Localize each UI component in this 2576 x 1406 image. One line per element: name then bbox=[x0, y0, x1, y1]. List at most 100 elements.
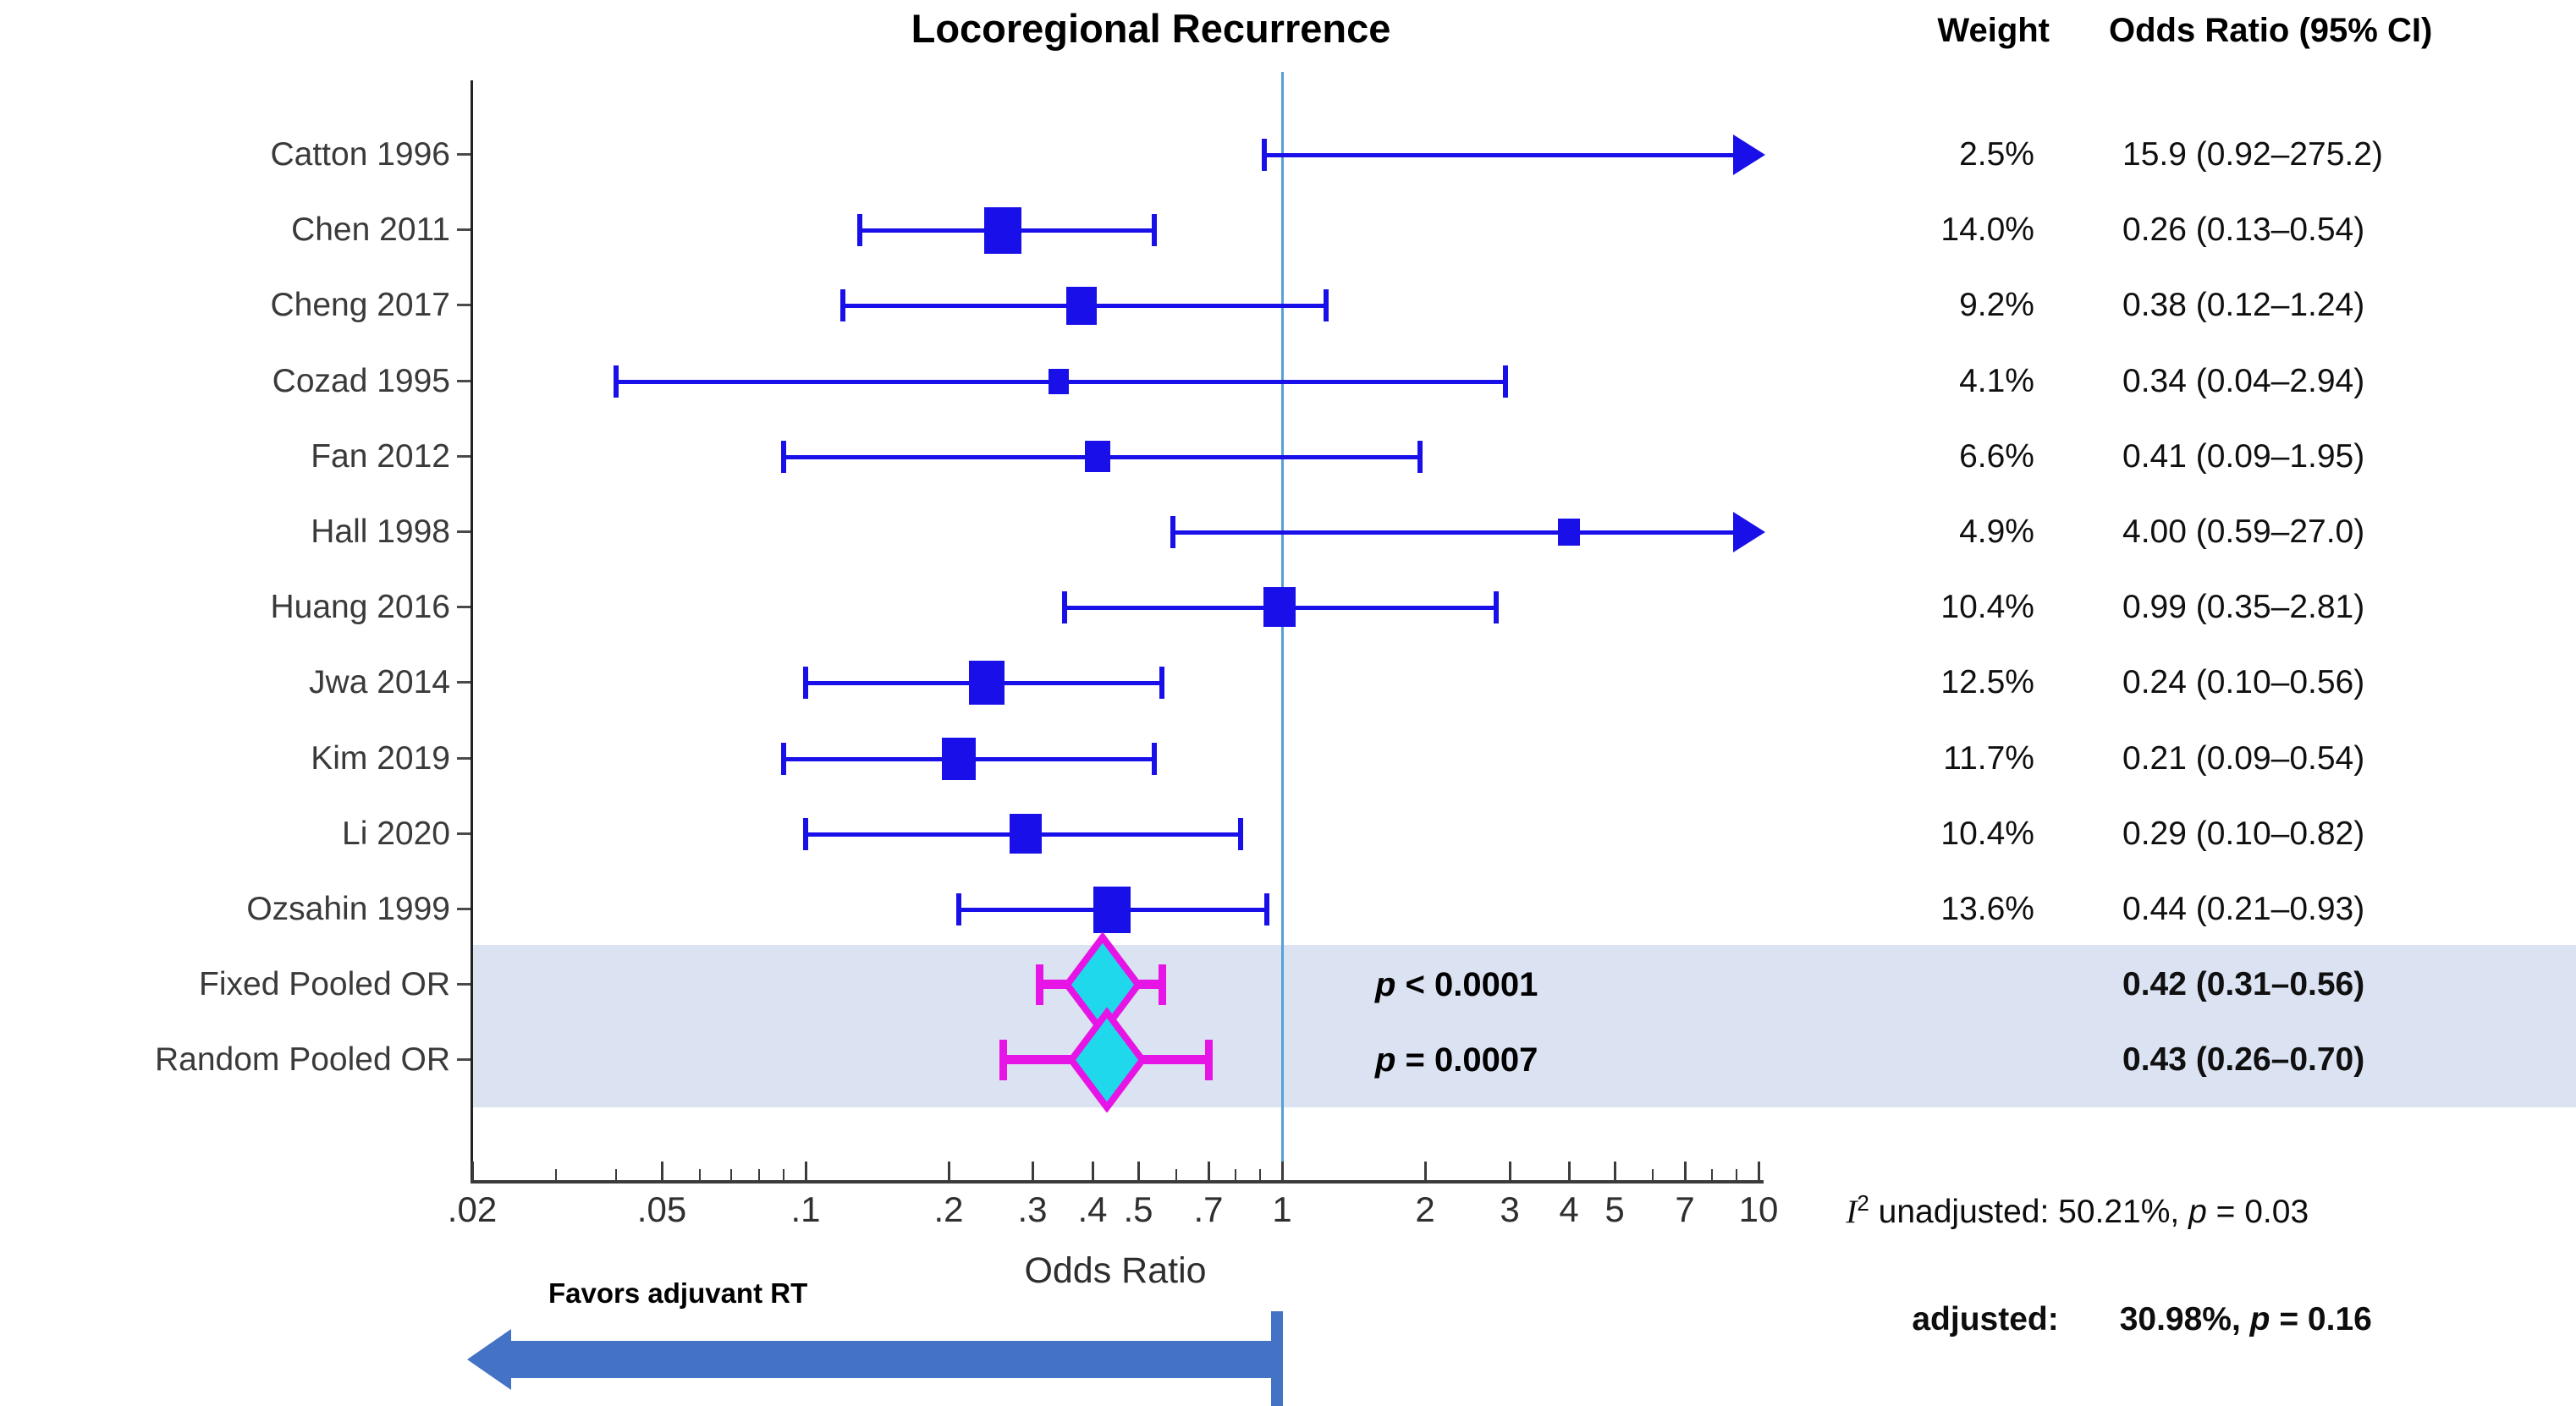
axis-minor-tick bbox=[1736, 1169, 1737, 1180]
or-value: 0.42 (0.31–0.56) bbox=[2122, 966, 2365, 1002]
or-value: 0.26 (0.13–0.54) bbox=[2122, 211, 2365, 248]
row-tick bbox=[457, 153, 471, 156]
study-label: Catton 1996 bbox=[270, 136, 450, 173]
adjusted-p-value: = 0.16 bbox=[2270, 1301, 2372, 1337]
ci-cap bbox=[1152, 214, 1157, 246]
favors-arrow-body bbox=[509, 1341, 1274, 1378]
axis-tick-label: .02 bbox=[447, 1189, 498, 1229]
axis-minor-tick bbox=[1175, 1169, 1177, 1180]
ci-cap bbox=[1417, 441, 1423, 473]
truncation-arrow-icon bbox=[1733, 135, 1765, 175]
study-label: Li 2020 bbox=[342, 816, 450, 852]
p-symbol: p bbox=[1375, 966, 1396, 1003]
adjusted-value: 30.98%, bbox=[2119, 1301, 2250, 1337]
p-symbol: p bbox=[2249, 1301, 2271, 1337]
ci-cap bbox=[1262, 139, 1267, 171]
estimate-square bbox=[1066, 287, 1097, 325]
weight-value: 9.2% bbox=[1959, 287, 2034, 323]
p-symbol: p bbox=[1375, 1041, 1396, 1079]
pooled-ci-cap bbox=[1036, 964, 1043, 1005]
p-value-text: < 0.0001 bbox=[1395, 966, 1538, 1003]
pooled-diamond bbox=[1067, 1007, 1147, 1113]
weight-value: 14.0% bbox=[1940, 211, 2034, 248]
axis-major-tick bbox=[1614, 1162, 1616, 1180]
axis-minor-tick bbox=[758, 1169, 760, 1180]
p-value-label: p < 0.0001 bbox=[1375, 961, 1731, 1008]
axis-tick-label: 1 bbox=[1272, 1189, 1292, 1229]
axis-minor-tick bbox=[1711, 1169, 1713, 1180]
study-label: Cozad 1995 bbox=[272, 363, 450, 399]
axis-major-tick bbox=[1568, 1162, 1571, 1180]
weight-value: 11.7% bbox=[1943, 740, 2034, 777]
pooled-ci-cap bbox=[1205, 1040, 1213, 1080]
favors-arrow-end-bar bbox=[1271, 1311, 1283, 1406]
favors-arrow-head-icon bbox=[467, 1329, 511, 1390]
estimate-square bbox=[1558, 519, 1580, 546]
axis-major-tick bbox=[948, 1162, 950, 1180]
or-value: 0.24 (0.10–0.56) bbox=[2122, 664, 2365, 700]
axis-major-tick bbox=[1137, 1162, 1140, 1180]
ci-cap bbox=[1503, 365, 1508, 398]
axis-major-tick bbox=[1509, 1162, 1511, 1180]
study-label: Jwa 2014 bbox=[309, 664, 450, 700]
x-axis-title: Odds Ratio bbox=[1024, 1250, 1207, 1291]
ci-cap bbox=[614, 365, 619, 398]
row-tick bbox=[457, 757, 471, 760]
p-symbol: p bbox=[2188, 1194, 2207, 1230]
row-tick bbox=[457, 304, 471, 306]
study-label: Cheng 2017 bbox=[270, 287, 450, 323]
ci-cap bbox=[1238, 818, 1243, 850]
row-tick bbox=[457, 1058, 471, 1061]
p-value-label: p = 0.0007 bbox=[1375, 1036, 1731, 1084]
axis-tick-label: 5 bbox=[1604, 1189, 1625, 1229]
axis-minor-tick bbox=[1235, 1169, 1236, 1180]
estimate-square bbox=[1010, 814, 1042, 854]
study-label: Hall 1998 bbox=[311, 514, 450, 550]
or-value: 0.21 (0.09–0.54) bbox=[2122, 740, 2365, 777]
axis-tick-label: 10 bbox=[1738, 1189, 1779, 1229]
y-axis-line bbox=[471, 80, 473, 1183]
axis-major-tick bbox=[1208, 1162, 1210, 1180]
chart-title: Locoregional Recurrence bbox=[911, 6, 1391, 51]
axis-major-tick bbox=[1684, 1162, 1687, 1180]
axis-minor-tick bbox=[699, 1169, 701, 1180]
ci-cap bbox=[857, 214, 862, 246]
estimate-square bbox=[1263, 587, 1296, 627]
row-tick bbox=[457, 380, 471, 382]
or-value: 0.43 (0.26–0.70) bbox=[2122, 1041, 2365, 1078]
estimate-square bbox=[1093, 887, 1131, 933]
axis-tick-label: .05 bbox=[636, 1189, 687, 1229]
or-value: 0.41 (0.09–1.95) bbox=[2122, 438, 2365, 475]
study-label: Ozsahin 1999 bbox=[246, 891, 450, 927]
axis-tick-label: .7 bbox=[1193, 1189, 1224, 1229]
row-tick bbox=[457, 681, 471, 684]
study-label: Random Pooled OR bbox=[154, 1041, 450, 1078]
axis-major-tick bbox=[1281, 1162, 1284, 1180]
axis-major-tick bbox=[1032, 1162, 1034, 1180]
row-tick bbox=[457, 606, 471, 608]
row-tick bbox=[457, 908, 471, 910]
weight-value: 4.1% bbox=[1959, 363, 2034, 399]
unadjusted-text: unadjusted: 50.21%, bbox=[1869, 1194, 2189, 1230]
estimate-square bbox=[1049, 369, 1069, 394]
pooled-ci-cap bbox=[1159, 964, 1166, 1005]
ci-cap bbox=[803, 667, 808, 699]
row-tick bbox=[457, 455, 471, 458]
axis-tick-label: 7 bbox=[1675, 1189, 1695, 1229]
weight-value: 12.5% bbox=[1940, 664, 2034, 700]
axis-major-tick bbox=[661, 1162, 663, 1180]
pooled-highlight-band bbox=[472, 945, 2576, 1107]
column-header-weight: Weight bbox=[1937, 12, 2050, 49]
or-value: 0.34 (0.04–2.94) bbox=[2122, 363, 2365, 399]
column-header-odds-ratio: Odds Ratio (95% CI) bbox=[2109, 12, 2433, 49]
unadjusted-p-value: = 0.03 bbox=[2206, 1194, 2309, 1230]
row-tick bbox=[457, 228, 471, 231]
estimate-square bbox=[969, 661, 1005, 705]
ci-line bbox=[1264, 153, 1733, 157]
x-axis-line bbox=[471, 1180, 1764, 1184]
or-value: 0.29 (0.10–0.82) bbox=[2122, 816, 2365, 852]
weight-value: 6.6% bbox=[1959, 438, 2034, 475]
favors-direction-label: Favors adjuvant RT bbox=[548, 1277, 808, 1309]
